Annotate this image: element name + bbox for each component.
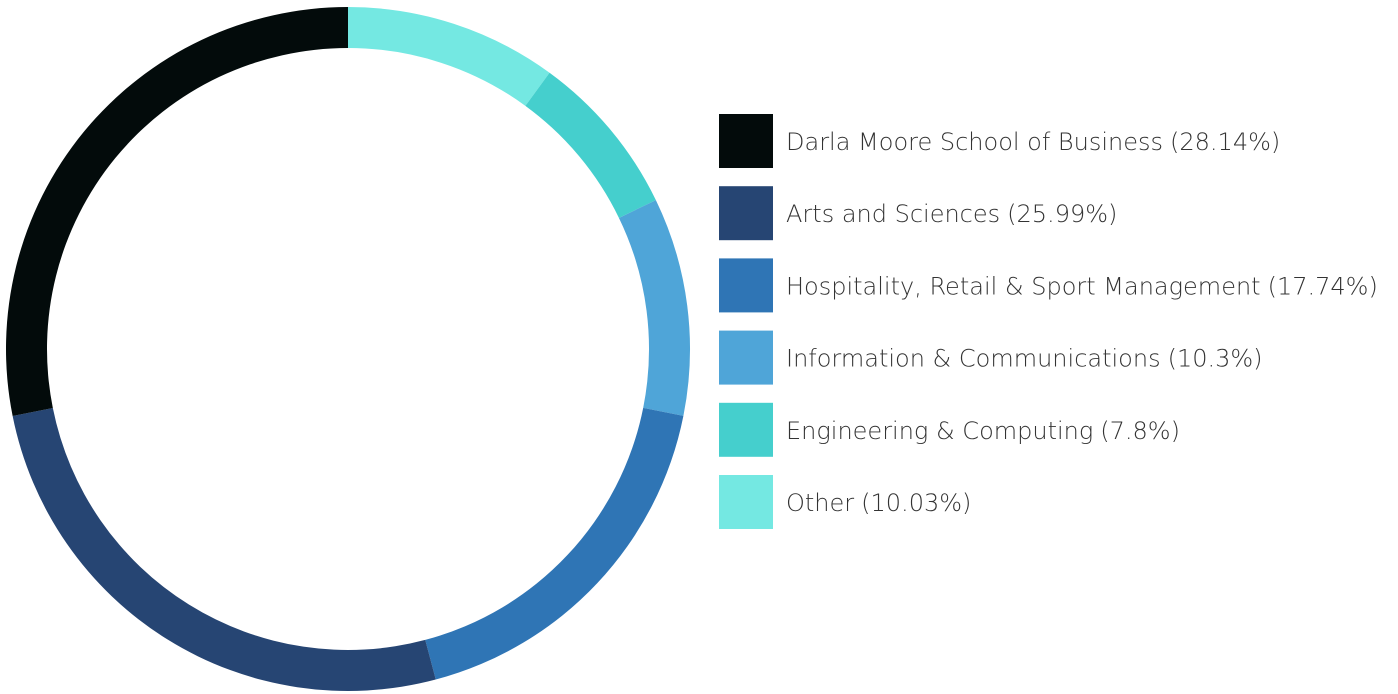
legend-swatch xyxy=(719,475,773,529)
legend-name: Arts and Sciences xyxy=(786,200,1000,228)
legend-swatch xyxy=(719,402,773,457)
donut-segment xyxy=(618,200,691,416)
legend-value: (28.14%) xyxy=(1170,128,1280,156)
legend-swatch xyxy=(719,258,773,313)
legend-swatch xyxy=(719,186,773,241)
legend-label: Engineering & Computing (7.8%) xyxy=(786,417,1180,445)
legend-value: (10.03%) xyxy=(861,489,971,517)
donut-segment xyxy=(425,407,684,680)
legend-value: (7.8%) xyxy=(1100,417,1180,445)
legend-label: Hospitality, Retail & Sport Management (1… xyxy=(786,272,1378,300)
legend-name: Other xyxy=(786,489,854,517)
legend-value: (10.3%) xyxy=(1168,345,1263,373)
legend-label: Information & Communications (10.3%) xyxy=(786,345,1263,373)
legend-label: Other (10.03%) xyxy=(786,489,971,517)
donut-segment xyxy=(348,7,550,106)
legend-swatch xyxy=(719,330,773,385)
legend-name: Darla Moore School of Business xyxy=(786,128,1163,156)
legend-name: Engineering & Computing xyxy=(786,417,1093,445)
donut-segment xyxy=(525,72,656,218)
legend-swatch xyxy=(719,114,773,168)
legend-label: Darla Moore School of Business (28.14%) xyxy=(786,128,1280,156)
legend-value: (25.99%) xyxy=(1007,200,1117,228)
legend-name: Hospitality, Retail & Sport Management xyxy=(786,272,1261,300)
legend-value: (17.74%) xyxy=(1268,272,1378,300)
donut-segment xyxy=(12,408,436,691)
donut-segment xyxy=(5,7,349,417)
legend-label: Arts and Sciences (25.99%) xyxy=(786,200,1117,228)
legend-name: Information & Communications xyxy=(786,345,1161,373)
